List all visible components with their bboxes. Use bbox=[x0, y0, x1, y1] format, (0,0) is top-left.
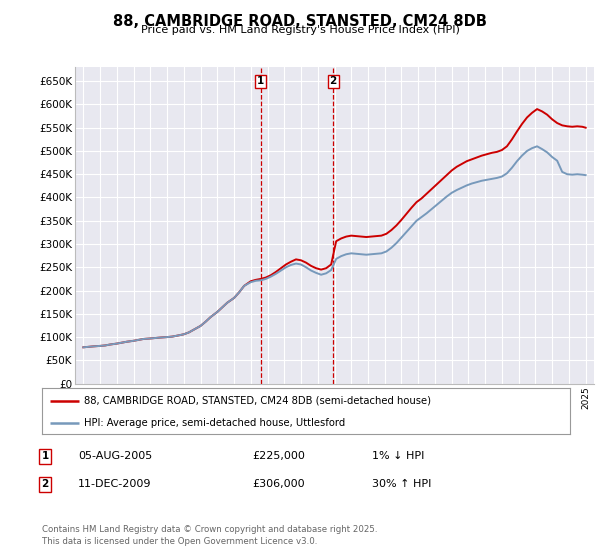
Text: Price paid vs. HM Land Registry's House Price Index (HPI): Price paid vs. HM Land Registry's House … bbox=[140, 25, 460, 35]
Text: 1: 1 bbox=[257, 76, 265, 86]
Text: 1% ↓ HPI: 1% ↓ HPI bbox=[372, 451, 424, 461]
Text: 11-DEC-2009: 11-DEC-2009 bbox=[78, 479, 151, 489]
Text: 2: 2 bbox=[41, 479, 49, 489]
Text: 88, CAMBRIDGE ROAD, STANSTED, CM24 8DB: 88, CAMBRIDGE ROAD, STANSTED, CM24 8DB bbox=[113, 14, 487, 29]
Text: 88, CAMBRIDGE ROAD, STANSTED, CM24 8DB (semi-detached house): 88, CAMBRIDGE ROAD, STANSTED, CM24 8DB (… bbox=[84, 396, 431, 406]
Text: £225,000: £225,000 bbox=[252, 451, 305, 461]
Text: HPI: Average price, semi-detached house, Uttlesford: HPI: Average price, semi-detached house,… bbox=[84, 418, 346, 427]
Text: 30% ↑ HPI: 30% ↑ HPI bbox=[372, 479, 431, 489]
Text: Contains HM Land Registry data © Crown copyright and database right 2025.
This d: Contains HM Land Registry data © Crown c… bbox=[42, 525, 377, 546]
Text: 2: 2 bbox=[329, 76, 337, 86]
Text: 05-AUG-2005: 05-AUG-2005 bbox=[78, 451, 152, 461]
Text: £306,000: £306,000 bbox=[252, 479, 305, 489]
Text: 1: 1 bbox=[41, 451, 49, 461]
